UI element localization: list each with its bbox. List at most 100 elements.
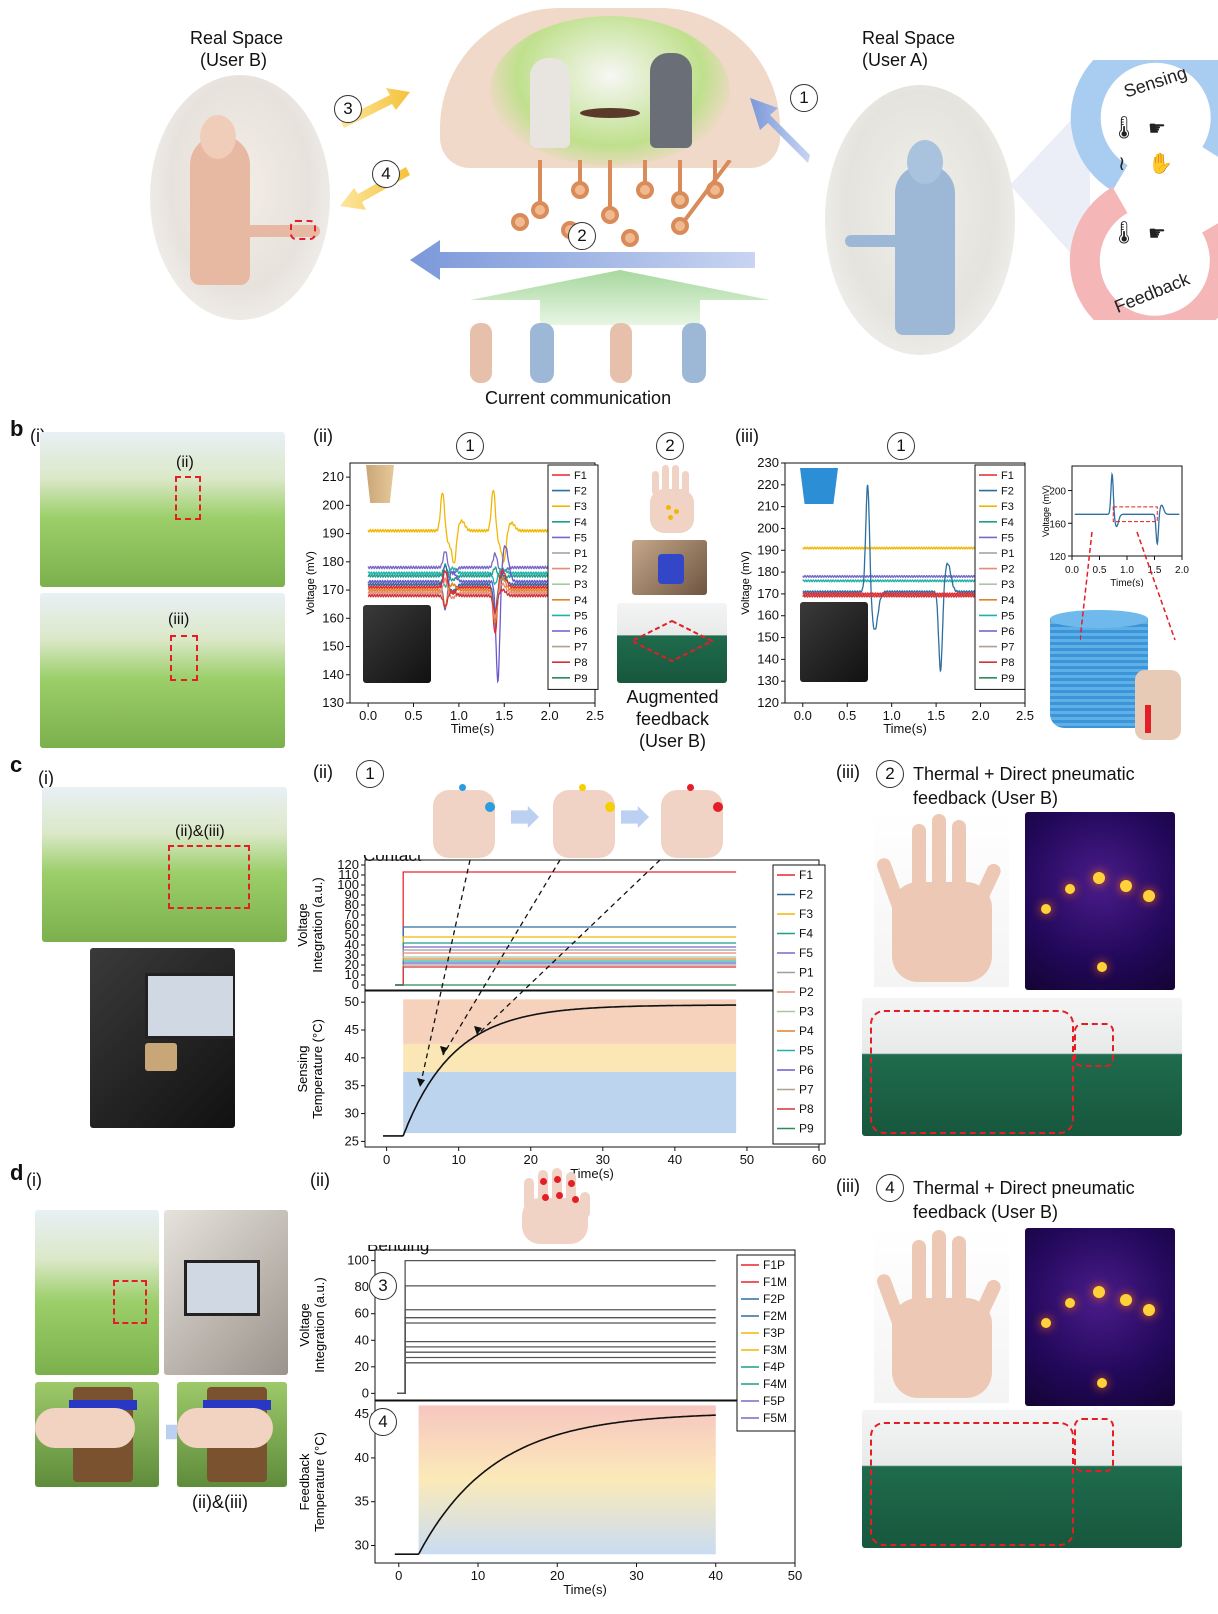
- y-tick-label: 0: [362, 1385, 369, 1400]
- y-tick-label: 35: [345, 1078, 359, 1093]
- legend-label-p5: P5: [799, 1044, 814, 1058]
- pointer-arrow-2: [476, 859, 661, 1036]
- x-tick-label: 0.5: [1093, 565, 1107, 576]
- x-axis-label: Time(s): [451, 721, 495, 736]
- y-tick-label: 120: [757, 695, 779, 710]
- legend-label-p9: P9: [1001, 673, 1014, 685]
- legend-label-p1: P1: [574, 548, 587, 560]
- legend-label-p3: P3: [799, 1005, 814, 1019]
- legend-label-p4: P4: [799, 1024, 814, 1038]
- x-tick-label: 0.5: [838, 708, 856, 723]
- pointer-arrow-0: [419, 859, 471, 1088]
- chart-b-ii: 130 140 150 160 170 180 190 200 210 0.0 0.5 1.0 1.5 2…: [305, 462, 604, 736]
- x-tick-label: 2.0: [1175, 565, 1189, 576]
- hand-temperature-sequence: [425, 780, 755, 860]
- y-tick-label: 0: [352, 977, 359, 992]
- y-tick-label: 30: [345, 947, 359, 962]
- y-tick-label: 190: [757, 542, 779, 557]
- legend-label-p8: P8: [574, 657, 587, 669]
- y-tick-label: 110: [338, 867, 359, 882]
- y-tick-label: 40: [355, 1332, 369, 1347]
- pointer-arrowhead-0: [417, 1078, 425, 1087]
- legend-label-p6: P6: [799, 1063, 814, 1077]
- y-tick-label: 120: [1049, 552, 1066, 563]
- y-tick-label: 180: [757, 564, 779, 579]
- panel-c-sub-ii: (ii): [313, 762, 333, 782]
- cup-grip-photo: [632, 540, 707, 595]
- pointer-arrowhead-1: [440, 1046, 448, 1055]
- hand-feedback-map-d: [874, 1228, 1009, 1403]
- legend-label-f3p: F3P: [763, 1326, 785, 1340]
- step-4-marker: 4: [372, 160, 400, 188]
- user-grasp-photo-b-ii: [363, 605, 431, 683]
- chart-b-iii-inset: 120 160 200 0.0 0.5 1.0 1.5 2.0 Time(s) Voltage (…: [1041, 465, 1189, 587]
- legend-label-f5p: F5P: [763, 1394, 785, 1408]
- thermal-feedback-title-d: Thermal + Direct pneumatic feedback (User…: [913, 1178, 1135, 1222]
- x-tick-label: 50: [740, 1152, 754, 1167]
- temperature-curve: [394, 1414, 716, 1556]
- panel-b-label: b: [10, 416, 24, 441]
- user-laptop-photo-c: [90, 948, 235, 1128]
- series-line-p5: [802, 578, 982, 583]
- y-tick-label: 200: [1049, 487, 1066, 498]
- y-axis-label-bottom: Feedback Temperature (°C): [297, 1432, 327, 1532]
- real-space-a-label: Real Space: [862, 28, 956, 48]
- legend-label-p6: P6: [574, 626, 587, 638]
- series-line-f1p: [397, 1362, 716, 1395]
- pointing-hand-icon: ☛: [1148, 118, 1166, 140]
- user-b-scene-illustration: [150, 75, 330, 320]
- y-axis-label: Voltage: [295, 903, 310, 946]
- scene-tag-iii: (iii): [168, 611, 190, 628]
- legend-label-f3: F3: [799, 907, 813, 921]
- y-tick-label: 70: [345, 907, 359, 922]
- x-tick-label: 0.0: [359, 708, 377, 723]
- user-a-scene-illustration: [825, 85, 1015, 355]
- thermometer-feedback-icon: 🌡: [1110, 220, 1138, 245]
- scene-tag-ii: (ii): [176, 454, 194, 471]
- series-line-f5p: [397, 1285, 716, 1395]
- current-communication-label: Current communication: [485, 388, 672, 408]
- x-tick-label: 1.5: [927, 708, 945, 723]
- series-line-f1: [367, 568, 550, 635]
- legend-label-f5: F5: [574, 532, 587, 544]
- y-axis-label-bottom: Sensing Temperature (°C): [295, 1019, 325, 1119]
- x-tick-label: 2.0: [541, 708, 559, 723]
- temperature-band-0: [403, 1071, 737, 1134]
- thermal-ir-image-d: [1025, 1228, 1175, 1406]
- x-tick-label: 1.0: [450, 708, 468, 723]
- y-tick-label: 170: [757, 586, 779, 601]
- y-axis-label: Voltage (mV): [1041, 485, 1051, 537]
- series-line-f4: [367, 562, 551, 582]
- series-line-p5: [367, 566, 551, 589]
- panel-b-sub-iii: (iii): [735, 426, 759, 446]
- y-tick-label: 230: [757, 455, 779, 470]
- y-axis-label: Integration (a.u.): [312, 1277, 327, 1372]
- series-line-p8: [802, 594, 982, 598]
- panel-d-sub-ii: (ii): [310, 1170, 330, 1190]
- x-tick-label: 60: [812, 1152, 826, 1167]
- x-tick-label: 40: [709, 1568, 723, 1583]
- y-tick-label: 80: [345, 897, 359, 912]
- legend-label-f5: F5: [1001, 532, 1014, 544]
- step-1-marker: 1: [790, 84, 818, 112]
- series-line-f1: [802, 592, 982, 596]
- legend-label-p1: P1: [799, 966, 814, 980]
- x-tick-label: 0: [383, 1152, 390, 1167]
- y-tick-label: 10: [345, 967, 359, 982]
- legend-label-f5m: F5M: [763, 1411, 787, 1425]
- legend-label-p8: P8: [1001, 657, 1014, 669]
- step-2-marker-b: 2: [656, 432, 684, 460]
- y-tick-label: 45: [355, 1406, 369, 1421]
- y-axis-label-b-iii: Voltage (mV): [740, 551, 752, 615]
- y-tick-label: 190: [322, 526, 344, 541]
- panel-d-label: d: [10, 1160, 24, 1185]
- legend-label-f1: F1: [799, 868, 813, 882]
- x-tick-label: 1.5: [1148, 565, 1162, 576]
- virtual-cafe-scene-photo-c: (ii)&(iii): [42, 787, 287, 942]
- legend-label-p6: P6: [1001, 626, 1014, 638]
- y-tick-label: 180: [322, 554, 344, 569]
- panel-c-sub-i: (i): [38, 768, 54, 788]
- series-line-f2: [367, 565, 551, 614]
